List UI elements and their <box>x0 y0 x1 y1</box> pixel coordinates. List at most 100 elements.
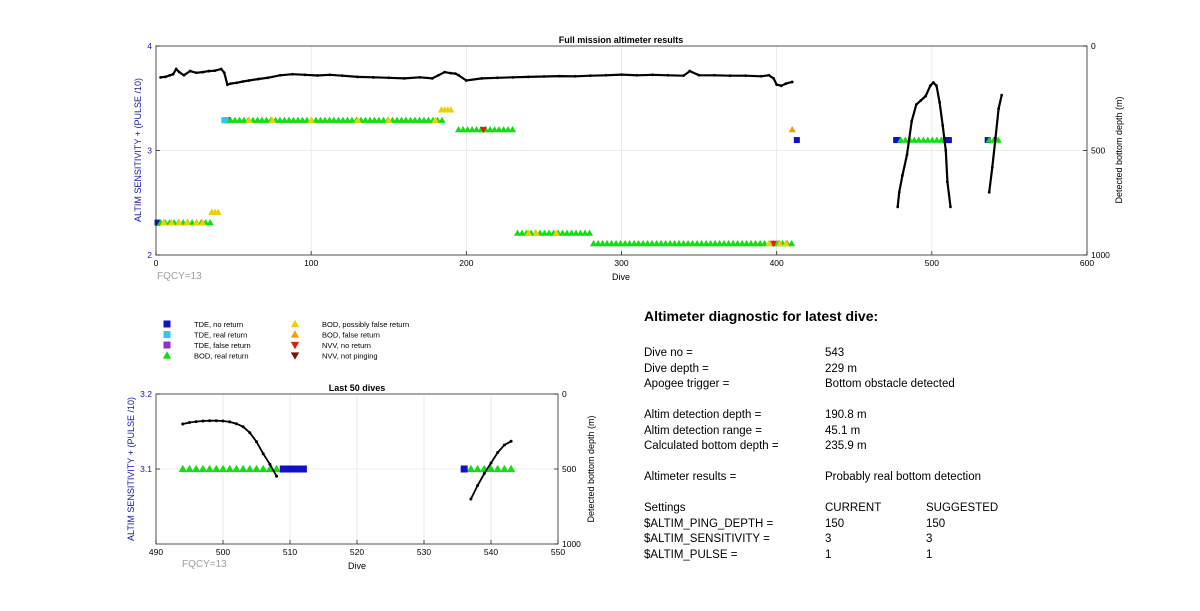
depth-point <box>945 180 949 184</box>
marker <box>245 116 253 123</box>
depth-point <box>171 72 175 76</box>
bod-marker <box>468 126 476 133</box>
top-y-axis-label-left: ALTIM SENSITIVITY + (PULSE /10) <box>133 78 143 222</box>
x-tick-label: 520 <box>350 547 364 557</box>
marker <box>479 126 488 134</box>
marker <box>486 464 496 473</box>
marker <box>225 464 234 473</box>
bod-marker <box>994 136 1002 143</box>
marker <box>945 137 952 144</box>
depth-point <box>744 74 748 78</box>
depth-point <box>255 440 258 444</box>
bod-marker <box>545 229 553 236</box>
detection-depth-value: 190.8 m <box>825 409 867 421</box>
dive-depth-label: Dive depth = <box>644 362 709 375</box>
marker <box>167 219 176 226</box>
marker <box>212 464 221 473</box>
legend-item: BOD, real return <box>162 351 249 361</box>
depth-point <box>303 73 307 77</box>
depth-point <box>987 190 991 194</box>
depth-point <box>371 75 375 79</box>
depth-point <box>261 452 265 456</box>
x-tick-label: 100 <box>304 258 318 268</box>
calculated-depth-row: Calculated bottom depth = 235.9 m <box>644 439 1164 455</box>
bod-marker <box>402 116 410 123</box>
marker <box>232 464 241 473</box>
bod-marker <box>508 126 517 133</box>
marker <box>447 106 455 113</box>
marker <box>788 126 796 133</box>
bod-marker <box>420 116 428 123</box>
bod-marker <box>985 136 993 143</box>
depth-point <box>356 75 360 79</box>
depth-point <box>772 76 775 80</box>
bod-marker <box>285 116 293 123</box>
suggested-header: SUGGESTED <box>926 502 999 514</box>
x-tick-label: 500 <box>216 547 230 557</box>
depth-point <box>214 419 218 423</box>
depth-point <box>181 422 185 426</box>
depth-point <box>896 205 900 209</box>
bod-marker <box>411 116 419 123</box>
pulse-suggested: 1 <box>926 548 933 561</box>
detection-depth-label: Altim detection depth = <box>644 409 762 421</box>
legend-marker <box>290 341 300 350</box>
marker <box>175 219 183 226</box>
x-tick-label: 0 <box>154 258 159 268</box>
bod-marker <box>375 116 383 123</box>
depth-point <box>480 76 484 80</box>
depth-point <box>767 73 771 77</box>
depth-point <box>697 73 701 77</box>
y-tick-label-left: 3 <box>147 146 152 156</box>
depth-line <box>896 81 952 208</box>
marker <box>279 465 287 473</box>
bod-marker <box>294 116 302 123</box>
x-tick-label: 510 <box>283 547 297 557</box>
bod-marker <box>499 126 508 133</box>
detection-depth-row: Altim detection depth = 190.8 m <box>644 408 1164 424</box>
marker <box>238 464 248 473</box>
marker <box>265 464 275 473</box>
legend-item: NVV, not pinging <box>290 352 378 361</box>
calculated-depth-value: 235.9 m <box>825 440 867 452</box>
bod-marker <box>206 219 214 226</box>
legend-label: TDE, real return <box>194 331 247 340</box>
marker <box>205 464 214 473</box>
bod-marker <box>366 116 374 123</box>
bottom-y-axis-label-left: ALTIM SENSITIVITY + (PULSE /10) <box>126 397 136 541</box>
bod-marker <box>253 116 262 123</box>
marker <box>466 464 476 473</box>
x-tick-label: 500 <box>925 258 939 268</box>
diagnostic-panel: Altimeter diagnostic for latest dive: Di… <box>644 308 1164 563</box>
series-bod-real-return <box>178 464 516 473</box>
ping-depth-row: $ALTIM_PING_DEPTH = 150 150 <box>644 517 1164 533</box>
legend-item: TDE, no return <box>163 320 243 329</box>
depth-point <box>234 422 238 426</box>
y-tick-label-left: 4 <box>147 41 152 51</box>
depth-point <box>928 84 932 88</box>
depth-point <box>635 73 639 77</box>
depth-point <box>502 443 506 447</box>
y-tick-label-left: 3.2 <box>140 389 152 399</box>
marker <box>506 464 516 473</box>
depth-point <box>666 73 670 77</box>
y-tick-label-right: 1000 <box>562 539 581 549</box>
depth-point <box>188 69 192 73</box>
depth-point <box>449 71 453 75</box>
results-label: Altimeter results = <box>644 471 737 483</box>
depth-point <box>159 75 163 79</box>
marker <box>245 464 254 473</box>
depth-point <box>941 124 945 127</box>
ping-depth-label: $ALTIM_PING_DEPTH = <box>644 517 774 530</box>
settings-label: Settings <box>644 502 686 514</box>
depth-point <box>897 190 901 194</box>
marker <box>268 116 276 123</box>
series-detected-bottom-depth <box>181 419 513 501</box>
sensitivity-suggested: 3 <box>926 533 933 545</box>
x-tick-label: 530 <box>417 547 431 557</box>
bod-marker <box>463 126 472 133</box>
marker <box>198 464 208 473</box>
depth-point <box>573 74 577 78</box>
bod-marker <box>276 116 284 123</box>
